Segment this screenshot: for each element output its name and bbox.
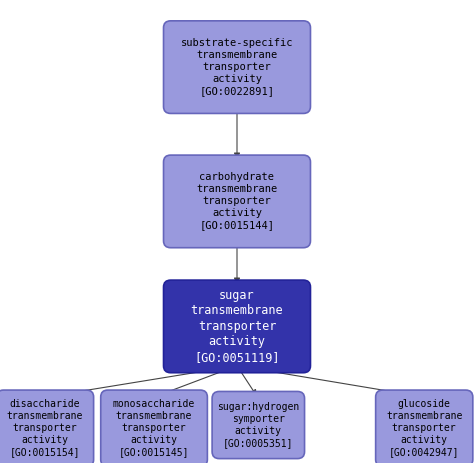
FancyBboxPatch shape	[164, 280, 310, 373]
Text: carbohydrate
transmembrane
transporter
activity
[GO:0015144]: carbohydrate transmembrane transporter a…	[196, 172, 278, 231]
FancyBboxPatch shape	[100, 390, 207, 463]
FancyBboxPatch shape	[0, 390, 94, 463]
FancyBboxPatch shape	[164, 21, 310, 113]
Text: sugar:hydrogen
symporter
activity
[GO:0005351]: sugar:hydrogen symporter activity [GO:00…	[217, 402, 300, 448]
Text: sugar
transmembrane
transporter
activity
[GO:0051119]: sugar transmembrane transporter activity…	[191, 289, 283, 364]
FancyBboxPatch shape	[164, 155, 310, 248]
Text: monosaccharide
transmembrane
transporter
activity
[GO:0015145]: monosaccharide transmembrane transporter…	[113, 399, 195, 457]
Text: disaccharide
transmembrane
transporter
activity
[GO:0015154]: disaccharide transmembrane transporter a…	[7, 399, 83, 457]
FancyBboxPatch shape	[375, 390, 473, 463]
FancyBboxPatch shape	[212, 391, 304, 458]
Text: substrate-specific
transmembrane
transporter
activity
[GO:0022891]: substrate-specific transmembrane transpo…	[181, 38, 293, 96]
Text: glucoside
transmembrane
transporter
activity
[GO:0042947]: glucoside transmembrane transporter acti…	[386, 399, 463, 457]
